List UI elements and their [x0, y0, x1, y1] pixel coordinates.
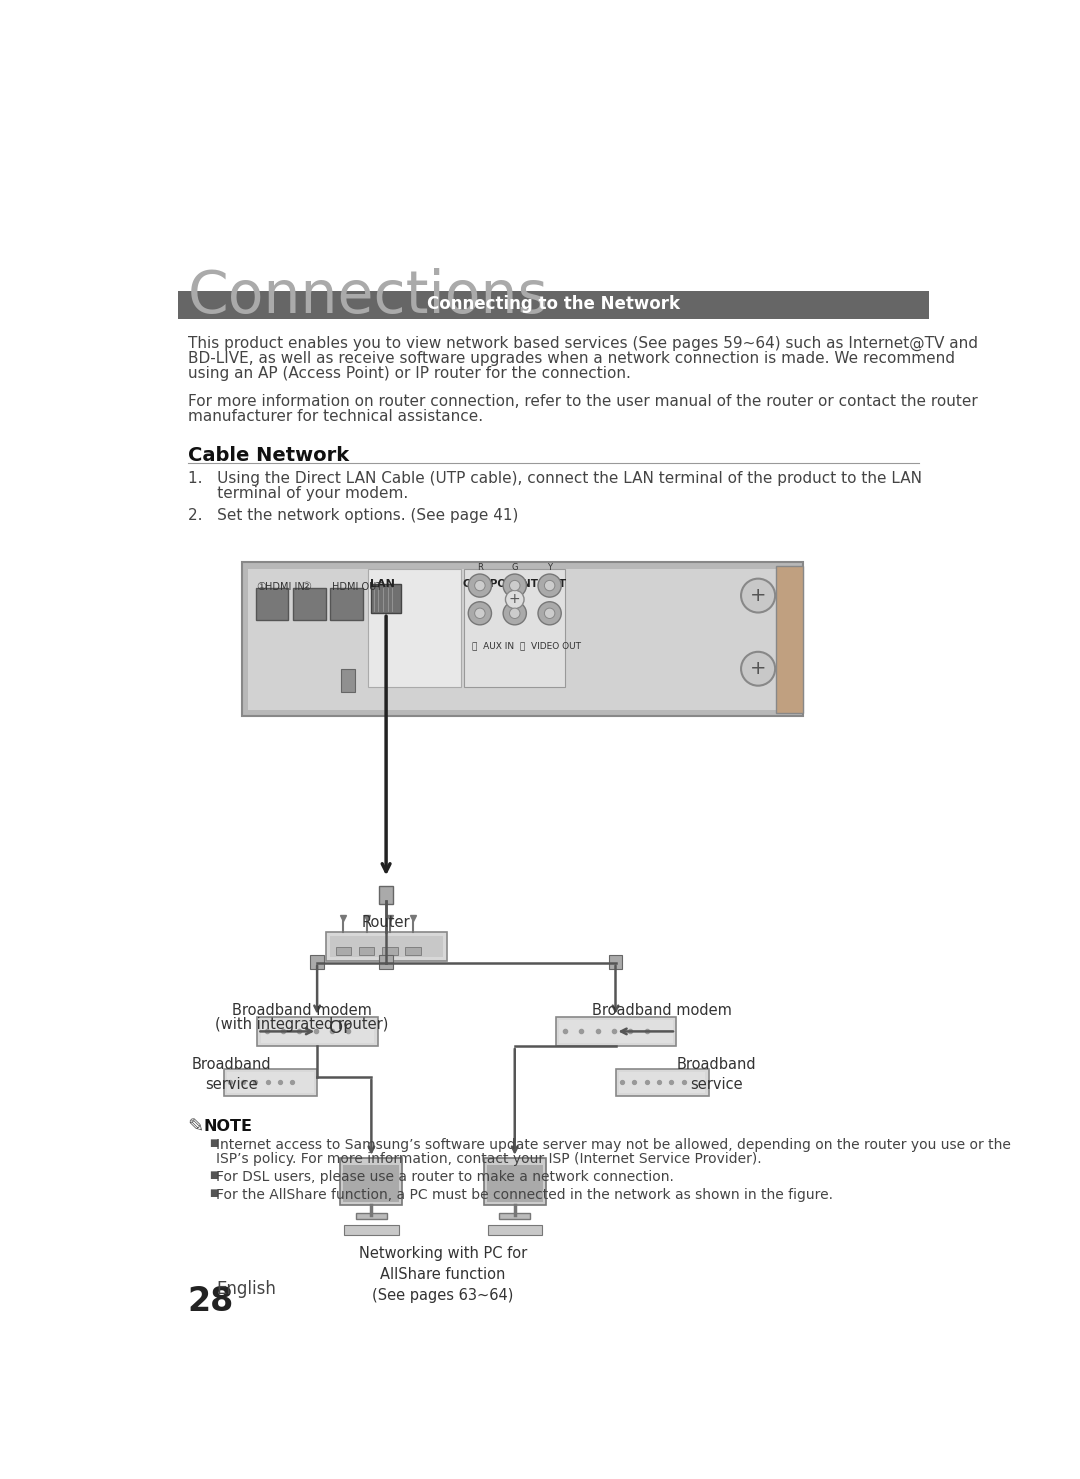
Text: +: +: [750, 658, 767, 677]
Text: Broadband
service: Broadband service: [192, 1057, 272, 1092]
Circle shape: [510, 580, 519, 590]
Text: Internet access to Samsung’s software update server may not be allowed, dependin: Internet access to Samsung’s software up…: [216, 1137, 1011, 1152]
Circle shape: [544, 580, 555, 590]
Circle shape: [544, 608, 555, 618]
Circle shape: [538, 602, 562, 624]
Circle shape: [741, 652, 775, 686]
Text: ■: ■: [208, 1137, 218, 1148]
Text: +: +: [509, 592, 521, 606]
Bar: [257, 1016, 378, 1046]
Text: ✎: ✎: [188, 1118, 204, 1136]
Bar: [379, 886, 393, 904]
Bar: [368, 568, 461, 688]
Text: Router: Router: [362, 916, 410, 930]
Text: For the AllShare function, a PC must be connected in the network as shown in the: For the AllShare function, a PC must be …: [216, 1189, 834, 1202]
Text: 1.   Using the Direct LAN Cable (UTP cable), connect the LAN terminal of the pro: 1. Using the Direct LAN Cable (UTP cable…: [188, 470, 921, 485]
Circle shape: [474, 608, 485, 618]
Bar: [464, 568, 565, 688]
Bar: [379, 955, 393, 969]
Text: English: English: [216, 1281, 276, 1299]
Bar: [242, 562, 804, 716]
Bar: [343, 1165, 400, 1202]
Text: This product enables you to view network based services (See pages 59~64) such a: This product enables you to view network…: [188, 336, 977, 351]
Bar: [775, 566, 804, 713]
Bar: [359, 948, 375, 955]
Circle shape: [503, 602, 526, 624]
Bar: [227, 1072, 314, 1093]
Circle shape: [741, 578, 775, 612]
Bar: [330, 936, 443, 957]
Text: Connections: Connections: [188, 268, 549, 325]
Bar: [330, 587, 363, 620]
Text: G: G: [512, 563, 518, 572]
Text: Connecting to the Network: Connecting to the Network: [427, 294, 680, 312]
Bar: [336, 948, 351, 955]
Bar: [608, 955, 622, 969]
Text: LAN: LAN: [369, 580, 394, 590]
Circle shape: [469, 602, 491, 624]
Text: using an AP (Access Point) or IP router for the connection.: using an AP (Access Point) or IP router …: [188, 367, 631, 382]
Text: manufacturer for technical assistance.: manufacturer for technical assistance.: [188, 410, 483, 424]
Text: Cable Network: Cable Network: [188, 447, 349, 466]
Text: Broadband
service: Broadband service: [676, 1057, 756, 1092]
Bar: [487, 1165, 542, 1202]
Bar: [556, 1016, 676, 1046]
Circle shape: [538, 574, 562, 598]
Text: NOTE: NOTE: [203, 1120, 253, 1134]
Text: ■: ■: [208, 1170, 218, 1180]
Text: Broadband modem: Broadband modem: [592, 1003, 732, 1018]
Text: ■: ■: [208, 1189, 218, 1198]
Bar: [326, 932, 446, 961]
Bar: [484, 1158, 545, 1205]
Text: Ⓡ  AUX IN  Ⓛ  VIDEO OUT: Ⓡ AUX IN Ⓛ VIDEO OUT: [472, 640, 581, 649]
Text: Broadband modem: Broadband modem: [232, 1003, 372, 1018]
Bar: [310, 955, 324, 969]
Text: COMPONENT OUT: COMPONENT OUT: [463, 578, 566, 589]
Text: Networking with PC for
AllShare function
(See pages 63~64): Networking with PC for AllShare function…: [359, 1247, 527, 1303]
Bar: [260, 1021, 375, 1043]
Circle shape: [503, 574, 526, 598]
Bar: [256, 587, 288, 620]
Bar: [619, 1072, 705, 1093]
Bar: [382, 948, 397, 955]
Bar: [341, 669, 355, 692]
Text: ①: ①: [256, 581, 266, 592]
Text: HDMI OUT: HDMI OUT: [332, 581, 382, 592]
Text: 2.   Set the network options. (See page 41): 2. Set the network options. (See page 41…: [188, 507, 518, 522]
Bar: [405, 948, 421, 955]
Bar: [356, 1213, 387, 1219]
Bar: [177, 291, 930, 319]
Text: For DSL users, please use a router to make a network connection.: For DSL users, please use a router to ma…: [216, 1170, 674, 1185]
Text: Or: Or: [328, 1019, 350, 1037]
Text: BD-LIVE, as well as receive software upgrades when a network connection is made.: BD-LIVE, as well as receive software upg…: [188, 351, 955, 365]
Text: Y: Y: [548, 563, 552, 572]
Bar: [293, 587, 326, 620]
Bar: [372, 584, 401, 614]
Circle shape: [474, 580, 485, 590]
Bar: [225, 1069, 318, 1096]
Text: HDMI IN: HDMI IN: [266, 581, 305, 592]
Text: ②: ②: [301, 581, 311, 592]
Text: 28: 28: [188, 1285, 234, 1318]
Text: R: R: [477, 563, 483, 572]
Circle shape: [505, 590, 524, 609]
Circle shape: [510, 608, 519, 618]
Text: (with integrated router): (with integrated router): [215, 1016, 389, 1032]
Bar: [248, 568, 797, 710]
Bar: [488, 1226, 542, 1235]
Bar: [559, 1021, 673, 1043]
Bar: [345, 1226, 399, 1235]
Bar: [616, 1069, 708, 1096]
Bar: [340, 1158, 403, 1205]
Text: terminal of your modem.: terminal of your modem.: [188, 487, 408, 501]
Circle shape: [469, 574, 491, 598]
Text: +: +: [750, 586, 767, 605]
Text: For more information on router connection, refer to the user manual of the route: For more information on router connectio…: [188, 393, 977, 408]
Bar: [499, 1213, 530, 1219]
Text: ISP’s policy. For more information, contact your ISP (Internet Service Provider): ISP’s policy. For more information, cont…: [216, 1152, 762, 1165]
